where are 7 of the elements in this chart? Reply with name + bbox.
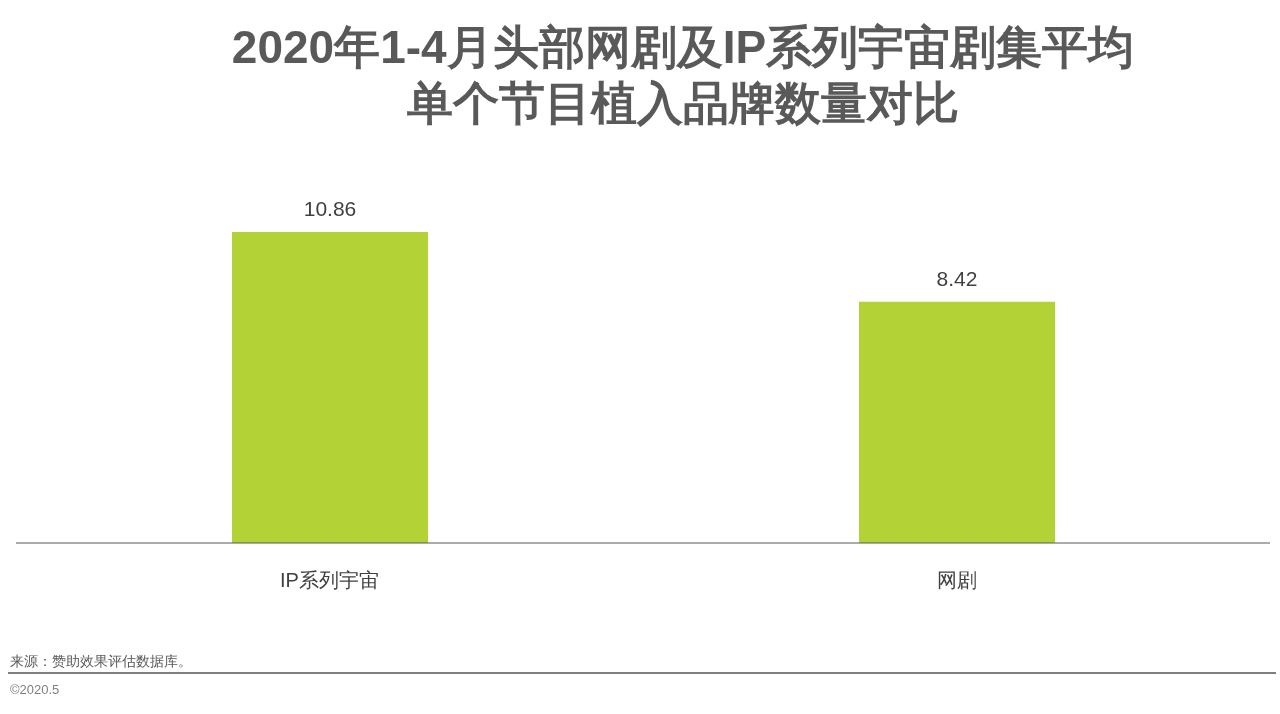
chart-title: 2020年1-4月头部网剧及IP系列宇宙剧集平均单个节目植入品牌数量对比 — [230, 20, 1136, 131]
data-label: 8.42 — [936, 266, 978, 290]
data-label: 10.86 — [303, 197, 357, 220]
text: ©2020.5 — [10, 682, 60, 697]
x-tick-label: 网剧 — [936, 569, 977, 592]
source-note: 来源：赞助效果评估数据库。 — [10, 653, 192, 671]
x-tick-label: IP系列宇宙 — [280, 569, 379, 592]
